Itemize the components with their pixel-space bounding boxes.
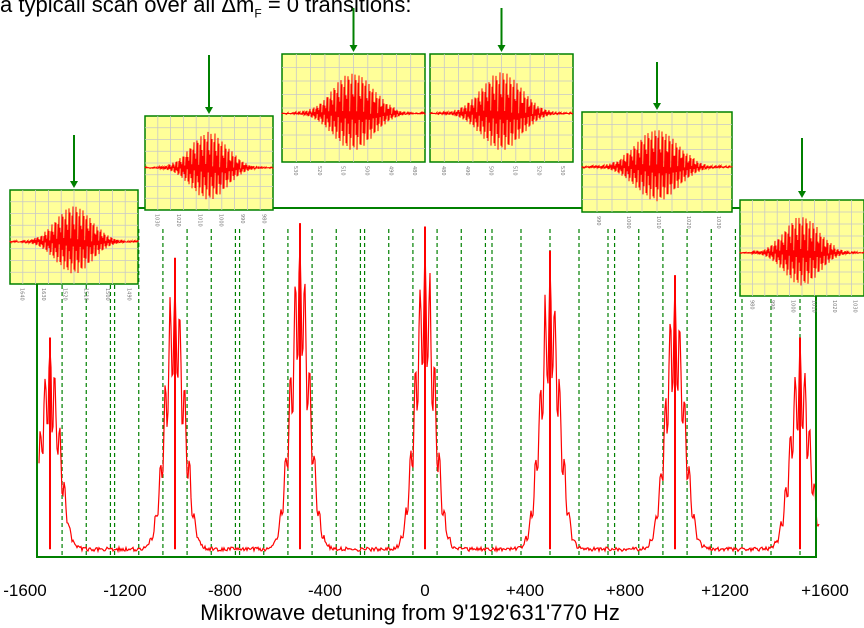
- x-tick-label: -1200: [103, 581, 146, 600]
- caption-tail: = 0 transitions:: [261, 0, 412, 17]
- zoom-inset-3: 530 520 510 500 490 480: [281, 8, 426, 176]
- inset-tick-label: 1640: [19, 288, 25, 301]
- x-tick-label: -400: [308, 581, 342, 600]
- inset-tick-label: 520: [316, 166, 322, 176]
- inset-tick-label: 990: [239, 214, 245, 224]
- inset-tick-label: 1000: [218, 214, 224, 227]
- inset-tick-label: 490: [464, 166, 470, 176]
- inset-trace: [281, 73, 426, 150]
- arrow-head-icon: [653, 103, 661, 110]
- zoom-inset-5: 990 1000 1010 1020 1030: [581, 62, 733, 229]
- inset-tick-label: 1520: [61, 288, 67, 301]
- inset-tick-label: 530: [292, 166, 298, 176]
- arrow-head-icon: [497, 45, 506, 52]
- inset-tick-label: 1010: [196, 214, 202, 227]
- plot-frame: [36, 207, 817, 558]
- x-tick-label: -800: [208, 581, 242, 600]
- x-tick-label: +1200: [701, 581, 749, 600]
- inset-tick-label: 990: [769, 300, 775, 310]
- x-tick-label: +400: [506, 581, 544, 600]
- spectrum-line: [38, 245, 820, 554]
- inset-tick-label: 480: [440, 166, 446, 176]
- arrow-head-icon: [349, 45, 358, 52]
- zoom-inset-4: 480 490 500 510 520 530: [429, 8, 574, 176]
- x-tick-label: +1600: [801, 581, 849, 600]
- inset-tick-label: 500: [363, 166, 369, 176]
- zoom-inset-6: 980 990 1000 1010 1020 1030: [739, 138, 864, 313]
- inset-tick-label: 1500: [104, 288, 110, 301]
- inset-tick-label: 510: [511, 166, 517, 176]
- zoom-inset-2: 1030 1020 1010 1000 990 980: [144, 55, 274, 227]
- inset-trace: [581, 130, 733, 202]
- inset-trace: [429, 72, 574, 150]
- figure-caption: a typicall scan over all ΔmF = 0 transit…: [0, 0, 412, 20]
- inset-trace: [9, 206, 139, 274]
- inset-tick-label: 1510: [83, 288, 89, 301]
- inset-trace: [739, 217, 864, 286]
- caption-delta-m: Δm: [221, 0, 255, 17]
- inset-tick-label: 500: [488, 166, 494, 176]
- x-tick-label: -1600: [3, 581, 46, 600]
- spectrum-trace: [38, 223, 820, 554]
- arrow-head-icon: [798, 191, 806, 198]
- inset-tick-label: 480: [411, 166, 417, 176]
- inset-trace: [144, 131, 274, 200]
- x-tick-label: 0: [420, 581, 429, 600]
- arrow-head-icon: [70, 181, 78, 188]
- inset-tick-label: 510: [340, 166, 346, 176]
- inset-tick-label: 1020: [831, 300, 837, 313]
- inset-tick-label: 1000: [625, 216, 631, 229]
- inset-tick-label: 1030: [154, 214, 160, 227]
- inset-tick-label: 1490: [125, 288, 131, 301]
- x-axis-label: Mikrowave detuning from 9'192'631'770 Hz: [200, 600, 620, 625]
- zoom-guide-lines: [61, 228, 801, 555]
- inset-tick-label: 1020: [685, 216, 691, 229]
- x-tick-label: +800: [606, 581, 644, 600]
- inset-tick-label: 1630: [40, 288, 46, 301]
- zoom-insets: 1640 1630 1520 1510 1500 1490 1030 1020 1010 1000…: [9, 8, 864, 313]
- x-tick-labels: -1600 -1200 -800 -400 0 +400 +800 +1200 +1600: [3, 581, 849, 600]
- inset-tick-label: 980: [748, 300, 754, 310]
- caption-text: a typicall scan over all: [0, 0, 222, 17]
- inset-tick-label: 980: [260, 214, 266, 224]
- inset-tick-label: 530: [559, 166, 565, 176]
- caption-subscript: F: [254, 6, 262, 21]
- inset-tick-label: 990: [595, 216, 601, 226]
- zoom-inset-1: 1640 1630 1520 1510 1500 1490: [9, 135, 139, 301]
- inset-tick-label: 1020: [175, 214, 181, 227]
- inset-tick-label: 490: [387, 166, 393, 176]
- inset-tick-label: 1010: [810, 300, 816, 313]
- inset-tick-label: 520: [535, 166, 541, 176]
- inset-tick-label: 1030: [852, 300, 858, 313]
- inset-tick-label: 1010: [655, 216, 661, 229]
- inset-tick-label: 1030: [715, 216, 721, 229]
- inset-tick-label: 1000: [790, 300, 796, 313]
- arrow-head-icon: [205, 107, 213, 114]
